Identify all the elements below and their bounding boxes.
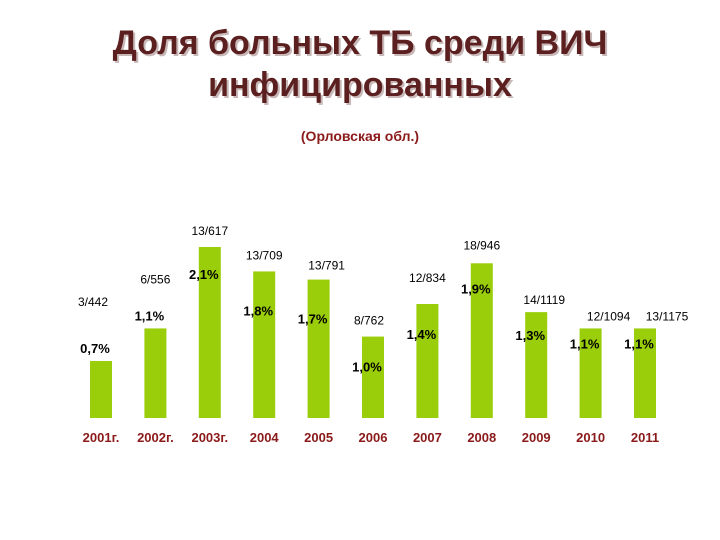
ratio-label: 6/556 xyxy=(140,272,170,286)
ratio-label: 13/709 xyxy=(246,248,283,262)
ratio-label: 13/1175 xyxy=(646,309,689,323)
value-label: 1,8% xyxy=(243,303,273,318)
x-tick-label: 2002г. xyxy=(137,430,174,445)
value-label: 1,1% xyxy=(135,308,165,323)
bar-2002г. xyxy=(144,328,167,418)
x-tick-label: 2004 xyxy=(250,430,280,445)
bar-2010 xyxy=(579,328,602,418)
x-tick-label: 2003г. xyxy=(191,430,228,445)
ratio-label: 12/834 xyxy=(409,271,446,285)
chart-title: Доля больных ТБ среди ВИЧ инфицированных xyxy=(0,22,720,106)
x-tick-label: 2007 xyxy=(413,430,442,445)
ratio-label: 14/1119 xyxy=(523,293,565,307)
bar-2008 xyxy=(470,263,493,418)
bar-2009 xyxy=(525,312,548,418)
bar-2007 xyxy=(416,304,439,418)
value-label: 1,9% xyxy=(461,281,491,296)
x-tick-label: 2011 xyxy=(631,430,659,445)
value-label: 1,1% xyxy=(624,336,654,351)
ratio-label: 8/762 xyxy=(354,314,384,328)
bar-2001г. xyxy=(90,361,112,418)
chart-subtitle: (Орловская обл.) xyxy=(300,128,420,144)
x-tick-label: 2010 xyxy=(576,430,605,445)
ratio-label: 13/617 xyxy=(191,224,228,238)
x-tick-label: 2009 xyxy=(522,430,551,445)
x-tick-label: 2001г. xyxy=(83,430,120,445)
x-tick-label: 2005 xyxy=(304,430,333,445)
bar-2003г. xyxy=(198,247,221,418)
value-label: 0,7% xyxy=(80,341,110,356)
value-label: 1,7% xyxy=(298,312,328,327)
title-line-2: инфицированных xyxy=(208,66,512,104)
ratio-label: 3/442 xyxy=(78,295,108,309)
value-label: 1,4% xyxy=(407,327,437,342)
bar-2004 xyxy=(253,271,276,418)
ratio-label: 18/946 xyxy=(463,238,500,252)
ratio-label: 13/791 xyxy=(308,259,345,273)
x-tick-label: 2006 xyxy=(359,430,388,445)
bar-2005 xyxy=(307,279,330,418)
value-label: 1,1% xyxy=(570,336,600,351)
bar-2011 xyxy=(634,328,656,418)
value-label: 1,3% xyxy=(515,328,545,343)
value-label: 2,1% xyxy=(189,267,219,282)
bar-2006 xyxy=(362,336,384,418)
value-label: 1,0% xyxy=(352,360,382,375)
ratio-label: 12/1094 xyxy=(587,309,631,323)
title-line-1: Доля больных ТБ среди ВИЧ xyxy=(112,24,608,62)
x-tick-label: 2008 xyxy=(467,430,496,445)
